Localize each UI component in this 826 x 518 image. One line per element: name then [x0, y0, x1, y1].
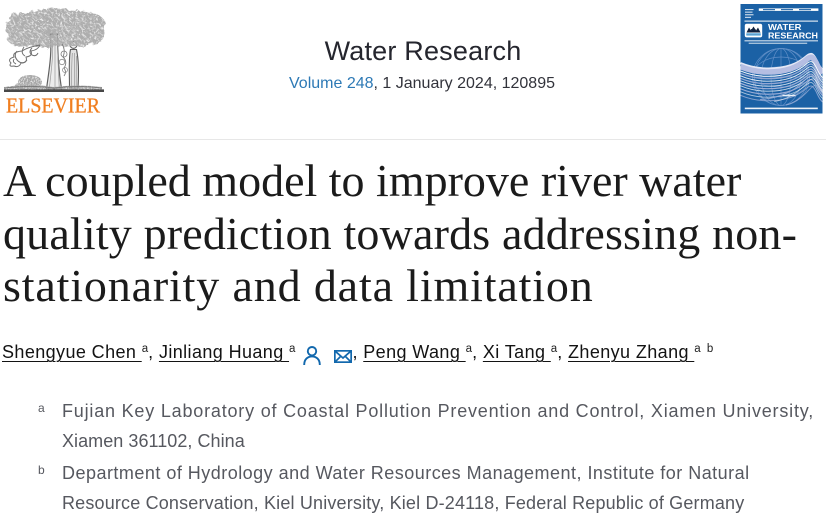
svg-text:ELSEVIER: ELSEVIER: [6, 94, 101, 117]
svg-text:RESEARCH: RESEARCH: [768, 31, 818, 40]
svg-text:WATER: WATER: [768, 23, 802, 32]
svg-text:IWA: IWA: [748, 28, 757, 33]
